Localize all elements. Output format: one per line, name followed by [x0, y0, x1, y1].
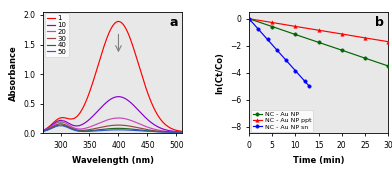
50 [123, 129, 128, 131]
30 [41, 130, 45, 132]
30 [65, 125, 70, 127]
Line: 10: 10 [43, 97, 182, 132]
Legend: NC - Au NP, NC - Au NP ppt, NC - Au NP sn: NC - Au NP, NC - Au NP ppt, NC - Au NP s… [251, 110, 313, 131]
50 [77, 130, 82, 132]
Y-axis label: ln(Ct/Co): ln(Ct/Co) [216, 52, 225, 94]
Line: 50: 50 [43, 126, 182, 132]
Line: 30: 30 [43, 124, 182, 132]
20 [180, 131, 185, 133]
40 [123, 128, 128, 130]
40 [104, 128, 109, 130]
1 [116, 20, 121, 22]
50 [41, 130, 45, 132]
Line: NC - Au NP ppt: NC - Au NP ppt [247, 17, 390, 43]
NC - Au NP [363, 57, 367, 59]
40 [65, 126, 70, 128]
NC - Au NP [386, 65, 390, 67]
30 [180, 131, 185, 133]
NC - Au NP ppt [293, 25, 298, 27]
10 [65, 122, 70, 124]
10 [123, 98, 128, 100]
30 [104, 125, 109, 127]
10 [146, 119, 151, 121]
50 [58, 125, 63, 127]
NC - Au NP [339, 49, 344, 51]
30 [58, 123, 63, 125]
30 [123, 124, 128, 127]
NC - Au NP ppt [247, 18, 251, 20]
NC - Au NP sn [247, 18, 251, 20]
20 [65, 123, 70, 126]
X-axis label: Wavelength (nm): Wavelength (nm) [72, 156, 154, 165]
Line: 40: 40 [43, 125, 182, 132]
40 [134, 129, 139, 131]
1 [76, 113, 81, 115]
20 [76, 128, 81, 130]
Text: b: b [375, 16, 384, 29]
20 [116, 117, 121, 119]
20 [104, 119, 109, 121]
NC - Au NP sn [307, 85, 312, 87]
30 [146, 129, 151, 131]
50 [180, 131, 185, 133]
NC - Au NP [247, 18, 251, 20]
Line: 1: 1 [43, 21, 182, 131]
NC - Au NP sn [302, 80, 307, 82]
40 [77, 130, 82, 132]
NC - Au NP ppt [270, 22, 274, 24]
10 [116, 96, 121, 98]
30 [134, 126, 139, 128]
10 [180, 131, 185, 133]
50 [134, 130, 139, 132]
Text: a: a [170, 16, 178, 29]
20 [146, 126, 151, 128]
NC - Au NP ppt [339, 33, 344, 35]
10 [134, 107, 139, 109]
Line: NC - Au NP sn: NC - Au NP sn [247, 17, 311, 88]
NC - Au NP [270, 25, 274, 28]
10 [41, 130, 45, 132]
1 [65, 117, 70, 120]
NC - Au NP ppt [386, 41, 390, 43]
20 [134, 121, 139, 123]
20 [41, 130, 45, 132]
50 [104, 129, 109, 131]
NC - Au NP sn [293, 70, 298, 72]
Line: 20: 20 [43, 118, 182, 132]
40 [41, 130, 45, 132]
1 [146, 93, 151, 95]
NC - Au NP ppt [363, 37, 367, 39]
X-axis label: Time (min): Time (min) [293, 156, 344, 165]
1 [41, 129, 45, 131]
1 [123, 27, 128, 29]
NC - Au NP sn [265, 38, 270, 41]
30 [77, 129, 82, 131]
NC - Au NP sn [274, 49, 279, 51]
20 [123, 118, 128, 120]
1 [104, 39, 109, 41]
40 [58, 124, 63, 126]
1 [180, 130, 185, 132]
50 [65, 127, 70, 129]
NC - Au NP [316, 41, 321, 43]
Line: NC - Au NP: NC - Au NP [247, 17, 390, 68]
10 [76, 125, 81, 127]
NC - Au NP sn [284, 59, 289, 61]
NC - Au NP ppt [316, 29, 321, 31]
Legend: 1, 10, 20, 30, 40, 50: 1, 10, 20, 30, 40, 50 [45, 13, 69, 57]
NC - Au NP [293, 34, 298, 36]
10 [104, 102, 109, 104]
Y-axis label: Absorbance: Absorbance [9, 45, 18, 101]
1 [134, 56, 139, 58]
NC - Au NP sn [256, 28, 261, 30]
50 [146, 130, 151, 132]
40 [146, 130, 151, 132]
40 [180, 131, 185, 133]
